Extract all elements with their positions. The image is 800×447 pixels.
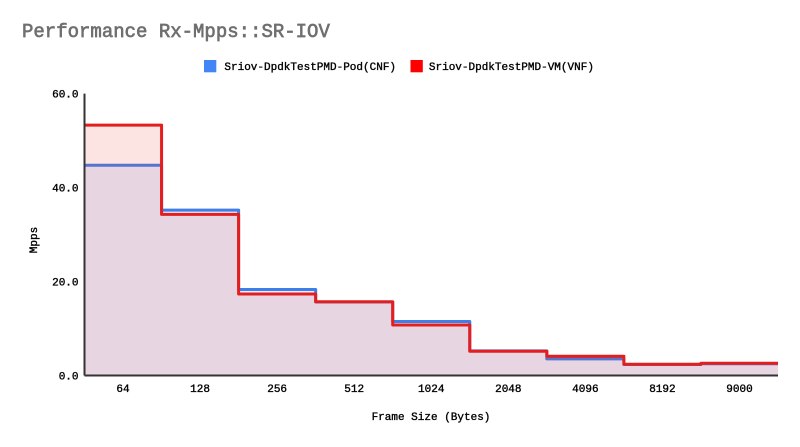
svg-text:60.0: 60.0 — [52, 90, 78, 102]
svg-text:512: 512 — [344, 384, 364, 396]
svg-text:1024: 1024 — [418, 384, 445, 396]
svg-text:64: 64 — [116, 384, 130, 396]
svg-text:Mpps: Mpps — [29, 227, 41, 253]
svg-text:Sriov-DpdkTestPMD-Pod(CNF): Sriov-DpdkTestPMD-Pod(CNF) — [224, 62, 396, 74]
svg-text:2048: 2048 — [495, 384, 521, 396]
svg-text:Frame Size (Bytes): Frame Size (Bytes) — [372, 412, 491, 424]
svg-text:20.0: 20.0 — [52, 278, 78, 290]
svg-text:4096: 4096 — [572, 384, 598, 396]
svg-text:128: 128 — [190, 384, 210, 396]
svg-text:40.0: 40.0 — [52, 184, 78, 196]
svg-text:9000: 9000 — [726, 384, 752, 396]
svg-text:Sriov-DpdkTestPMD-VM(VNF): Sriov-DpdkTestPMD-VM(VNF) — [429, 62, 594, 74]
svg-text:256: 256 — [267, 384, 287, 396]
svg-text:Performance Rx-Mpps::SR-IOV: Performance Rx-Mpps::SR-IOV — [22, 21, 330, 43]
svg-text:0.0: 0.0 — [59, 372, 79, 384]
svg-text:8192: 8192 — [649, 384, 675, 396]
